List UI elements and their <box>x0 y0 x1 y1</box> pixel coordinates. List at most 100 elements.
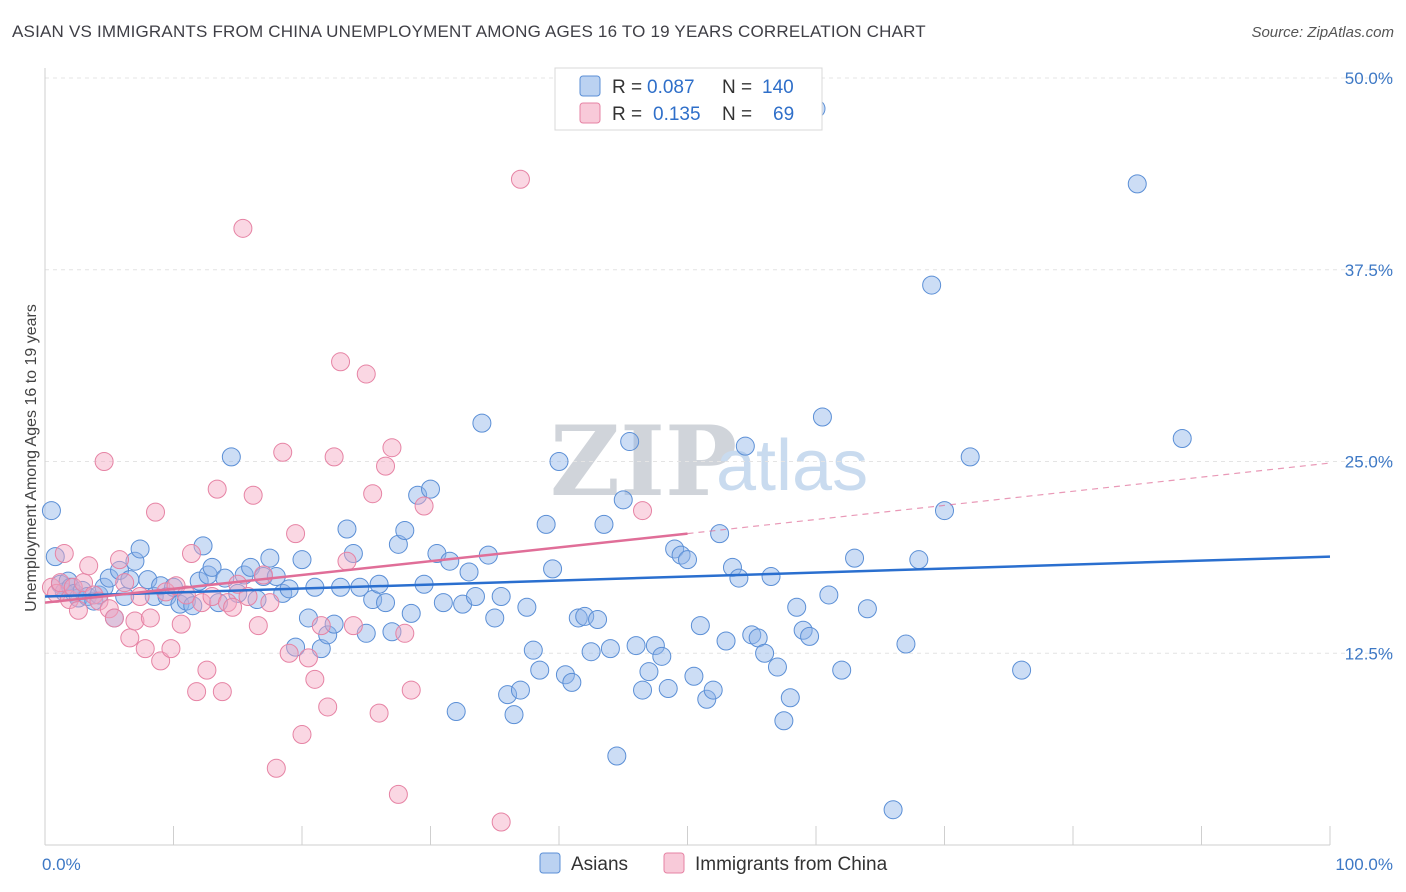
china-point <box>286 524 306 544</box>
asian-point <box>491 586 511 606</box>
series-0 <box>41 99 1192 820</box>
x-tick-label-max: 100.0% <box>1335 855 1393 874</box>
china-point <box>223 597 243 617</box>
asian-point <box>697 689 717 709</box>
china-point <box>238 586 258 606</box>
asian-point <box>41 501 61 521</box>
asian-point <box>125 551 145 571</box>
asian-point <box>421 479 440 499</box>
china-point <box>318 697 338 717</box>
asian-point <box>812 407 832 427</box>
asian-point <box>568 608 588 628</box>
asian-point <box>767 657 787 677</box>
asian-point <box>446 702 466 722</box>
china-point <box>197 660 217 680</box>
china-point <box>510 169 530 189</box>
asian-point <box>645 636 665 656</box>
asian-point <box>787 597 807 617</box>
points-layer <box>41 99 1192 832</box>
asian-point <box>594 514 614 534</box>
asian-point <box>607 746 627 766</box>
china-point <box>292 725 312 745</box>
asian-point <box>678 550 697 570</box>
asian-point <box>735 436 755 456</box>
china-point <box>140 608 160 628</box>
china-point <box>94 452 114 471</box>
asian-point <box>459 562 479 582</box>
china-point <box>343 616 363 636</box>
asian-point <box>530 660 550 680</box>
china-point <box>324 447 344 467</box>
legend-n-value-china: 69 <box>773 104 794 125</box>
china-point <box>151 651 171 671</box>
china-point <box>99 599 119 619</box>
asian-point <box>1127 174 1147 194</box>
asian-point <box>221 447 241 467</box>
bottom-legend-label-china: Immigrants from China <box>695 854 888 875</box>
asian-point <box>401 603 421 623</box>
asian-point <box>498 685 518 705</box>
legend-swatch-asians <box>579 75 601 97</box>
asian-point <box>472 413 492 433</box>
legend-r-label-asians: R = <box>612 77 642 98</box>
asian-point <box>832 660 852 680</box>
y-tick-label: 37.5% <box>1345 261 1393 280</box>
china-point <box>395 623 415 643</box>
china-point <box>176 585 196 605</box>
asian-point <box>780 688 800 708</box>
asian-point <box>99 568 119 588</box>
asian-point <box>337 519 357 539</box>
asian-point <box>588 610 608 630</box>
china-point <box>192 593 212 613</box>
asian-point <box>517 597 537 617</box>
asian-point <box>369 574 389 594</box>
china-point <box>356 364 376 384</box>
legend-r-value-asians: 0.087 <box>647 77 695 98</box>
x-tick-label-min: 0.0% <box>42 855 81 874</box>
asian-point <box>504 705 524 725</box>
china-point <box>54 544 74 564</box>
asian-point <box>202 557 222 577</box>
china-trend-line <box>44 532 688 604</box>
watermark-atlas: atlas <box>716 426 868 506</box>
asian-point <box>1172 428 1192 448</box>
china-point <box>279 643 299 663</box>
legend-n-label-china: N = <box>722 104 752 125</box>
asian-point <box>613 490 633 510</box>
asian-point <box>909 550 929 570</box>
trend-lines <box>44 462 1331 604</box>
asian-point <box>318 625 338 645</box>
asian-trend-line <box>44 555 1331 598</box>
y-axis-label: Unemployment Among Ages 16 to 19 years <box>23 304 40 612</box>
china-point <box>110 550 130 570</box>
asian-point <box>620 432 640 452</box>
china-point <box>266 758 286 778</box>
asian-point <box>260 548 280 568</box>
china-point <box>376 456 396 476</box>
china-point <box>401 680 421 700</box>
china-point <box>273 442 293 462</box>
china-point <box>104 608 124 628</box>
asian-point <box>896 634 916 654</box>
bottom-legend-label-asians: Asians <box>571 854 628 875</box>
legend-n-label-asians: N = <box>722 77 752 98</box>
asian-point <box>652 646 672 666</box>
y-tick-label: 50.0% <box>1345 69 1393 88</box>
china-point <box>414 496 434 516</box>
china-point <box>207 479 227 499</box>
asian-point <box>684 666 704 686</box>
asian-point <box>755 643 775 663</box>
china-point <box>298 648 318 668</box>
asian-point <box>800 626 820 646</box>
china-point <box>305 669 325 689</box>
asian-point <box>883 800 903 820</box>
asian-point <box>960 447 980 467</box>
legend-r-label-china: R = <box>612 104 642 125</box>
asian-point <box>774 711 794 731</box>
asian-point <box>729 568 749 588</box>
asian-point <box>193 536 213 556</box>
china-point <box>382 438 402 458</box>
china-point <box>331 352 351 372</box>
china-point <box>248 616 268 636</box>
